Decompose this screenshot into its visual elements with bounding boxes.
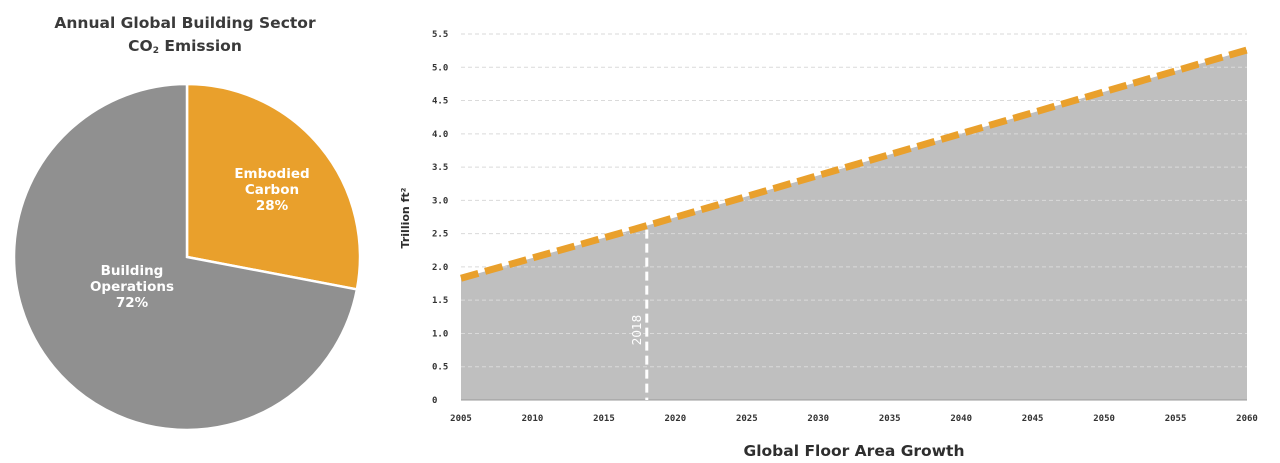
annotation-label-2018: 2018 — [630, 315, 644, 346]
y-tick-label: 2.0 — [432, 263, 448, 273]
pie-slice-label-line: Operations — [90, 279, 174, 295]
pie-chart: Embodied Carbon 28% Building Operations 72% — [12, 82, 362, 432]
pie-slice-1 — [12, 82, 359, 432]
x-tick-label: 2050 — [1093, 414, 1115, 424]
pie-slice-0 — [185, 82, 362, 291]
area-fill — [461, 49, 1247, 400]
y-axis-title: Trillion ft² — [399, 187, 412, 248]
y-tick-label: 5.5 — [432, 30, 448, 40]
x-tick-label: 2035 — [879, 414, 901, 424]
y-tick-label: 3.5 — [432, 163, 448, 173]
pie-title-line2: CO2 Emission — [0, 35, 370, 63]
pie-slice-label-line: 28% — [256, 198, 289, 214]
pie-slice-label-line: 72% — [116, 295, 149, 311]
x-tick-label: 2025 — [736, 414, 758, 424]
pie-title-emission: Emission — [158, 37, 242, 55]
x-tick-label: 2055 — [1165, 414, 1187, 424]
y-tick-label: 0 — [432, 396, 437, 406]
x-tick-label: 2010 — [522, 414, 544, 424]
trend-line — [460, 46, 1248, 282]
y-tick-label: 0.5 — [432, 363, 448, 373]
x-tick-label: 2005 — [450, 414, 472, 424]
x-tick-label: 2030 — [807, 414, 829, 424]
y-tick-label: 1.0 — [432, 329, 448, 339]
x-tick-label: 2020 — [665, 414, 687, 424]
pie-title-line1: Annual Global Building Sector — [54, 14, 316, 32]
x-tick-label: 2060 — [1236, 414, 1258, 424]
y-tick-label: 4.0 — [432, 130, 448, 140]
y-tick-label: 3.0 — [432, 196, 448, 206]
pie-title-co: CO — [128, 37, 153, 55]
x-tick-label: 2040 — [950, 414, 972, 424]
pie-slice-label-0: Embodied Carbon 28% — [234, 166, 309, 214]
area-chart: 0 0.5 1.0 1.5 2.0 2.5 3.0 3.5 4.0 4.5 5.0 5.5 2005 20… — [399, 30, 1258, 460]
pie-slice-label-line: Building — [101, 263, 164, 279]
x-tick-label: 2045 — [1022, 414, 1044, 424]
x-axis-title: Global Floor Area Growth — [744, 442, 965, 460]
pie-slice-label-line: Embodied — [234, 166, 309, 182]
pie-chart-title: Annual Global Building Sector CO2 Emissi… — [0, 12, 370, 63]
y-tick-label: 5.0 — [432, 63, 448, 73]
y-tick-label: 2.5 — [432, 230, 448, 240]
pie-title-subscript: 2 — [152, 46, 159, 56]
pie-slice-label-1: Building Operations 72% — [90, 263, 174, 311]
y-tick-label: 4.5 — [432, 97, 448, 107]
pie-slice-label-line: Carbon — [245, 182, 299, 198]
x-tick-label: 2015 — [593, 414, 615, 424]
y-tick-label: 1.5 — [432, 296, 448, 306]
